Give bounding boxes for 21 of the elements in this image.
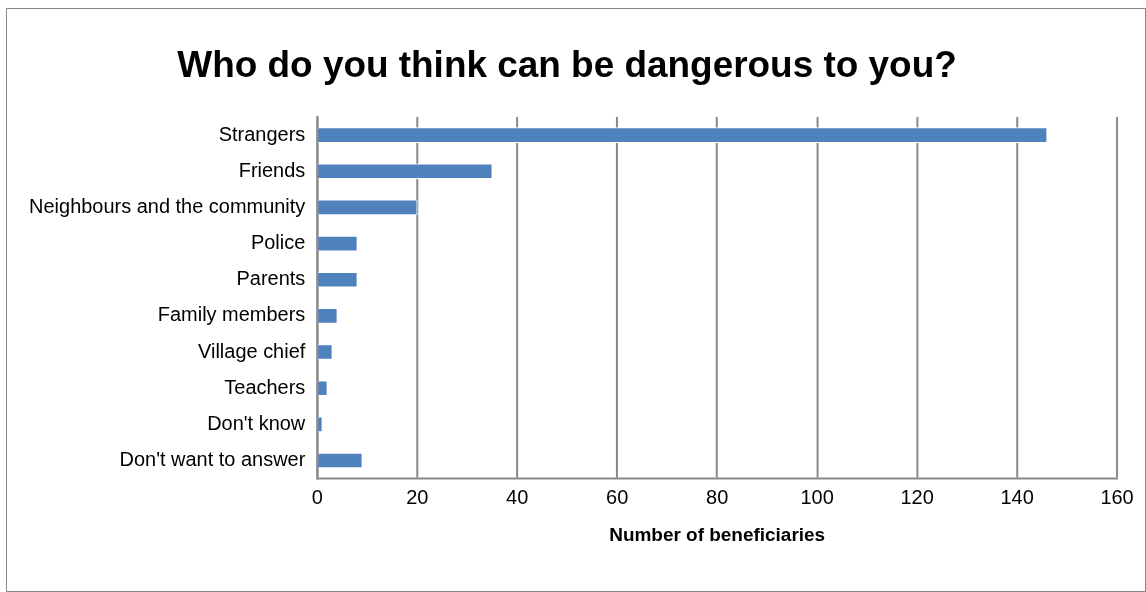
y-tick-label: Parents: [236, 267, 306, 290]
y-tick-label: Strangers: [218, 122, 306, 145]
y-tick-label: Village chief: [198, 339, 306, 362]
y-tick-label: Neighbours and the community: [29, 194, 306, 217]
y-tick-label: Police: [250, 231, 306, 254]
x-tick-label: 160: [1100, 486, 1134, 509]
y-tick-label: Don't want to answer: [119, 448, 306, 470]
x-tick-label: 80: [706, 486, 729, 509]
y-tick-label: Family members: [157, 303, 306, 326]
x-tick-label: 0: [311, 486, 323, 509]
x-tick-label: 40: [506, 486, 529, 509]
x-axis-title: Number of beneficiaries: [609, 524, 826, 545]
x-tick-label: 120: [900, 486, 934, 509]
chart-title: Who do you think can be dangerous to you?: [177, 44, 957, 86]
y-tick-label: Friends: [238, 158, 306, 181]
x-tick-label: 60: [606, 486, 629, 509]
y-tick-label: Teachers: [224, 375, 306, 398]
x-tick-label: 100: [800, 486, 834, 509]
y-tick-label: Don't know: [207, 411, 306, 434]
x-tick-label: 20: [406, 486, 429, 509]
x-tick-label: 140: [1000, 486, 1034, 509]
